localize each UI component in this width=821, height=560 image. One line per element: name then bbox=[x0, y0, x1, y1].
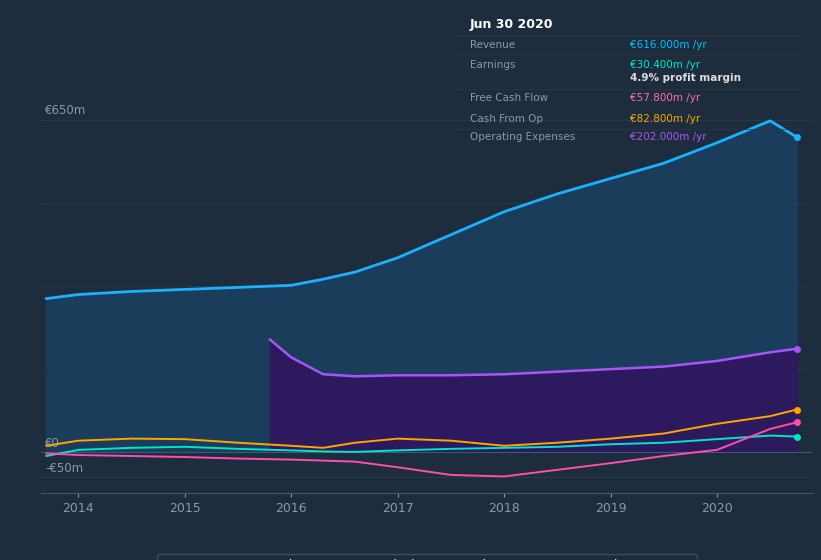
Text: €616.000m /yr: €616.000m /yr bbox=[631, 40, 707, 50]
Legend: Revenue, Earnings, Free Cash Flow, Cash From Op, Operating Expenses: Revenue, Earnings, Free Cash Flow, Cash … bbox=[157, 554, 697, 560]
Text: Earnings: Earnings bbox=[470, 60, 515, 70]
Text: Free Cash Flow: Free Cash Flow bbox=[470, 94, 548, 104]
Text: €650m: €650m bbox=[45, 104, 86, 117]
Text: €0: €0 bbox=[45, 437, 60, 450]
Text: €57.800m /yr: €57.800m /yr bbox=[631, 94, 700, 104]
Text: Cash From Op: Cash From Op bbox=[470, 114, 543, 124]
Text: -€50m: -€50m bbox=[45, 463, 84, 475]
Text: Revenue: Revenue bbox=[470, 40, 515, 50]
Text: €30.400m /yr: €30.400m /yr bbox=[631, 60, 700, 70]
Text: €202.000m /yr: €202.000m /yr bbox=[631, 132, 707, 142]
Text: 4.9% profit margin: 4.9% profit margin bbox=[631, 73, 741, 83]
Text: €82.800m /yr: €82.800m /yr bbox=[631, 114, 700, 124]
Text: Operating Expenses: Operating Expenses bbox=[470, 132, 575, 142]
Text: Jun 30 2020: Jun 30 2020 bbox=[470, 18, 553, 31]
